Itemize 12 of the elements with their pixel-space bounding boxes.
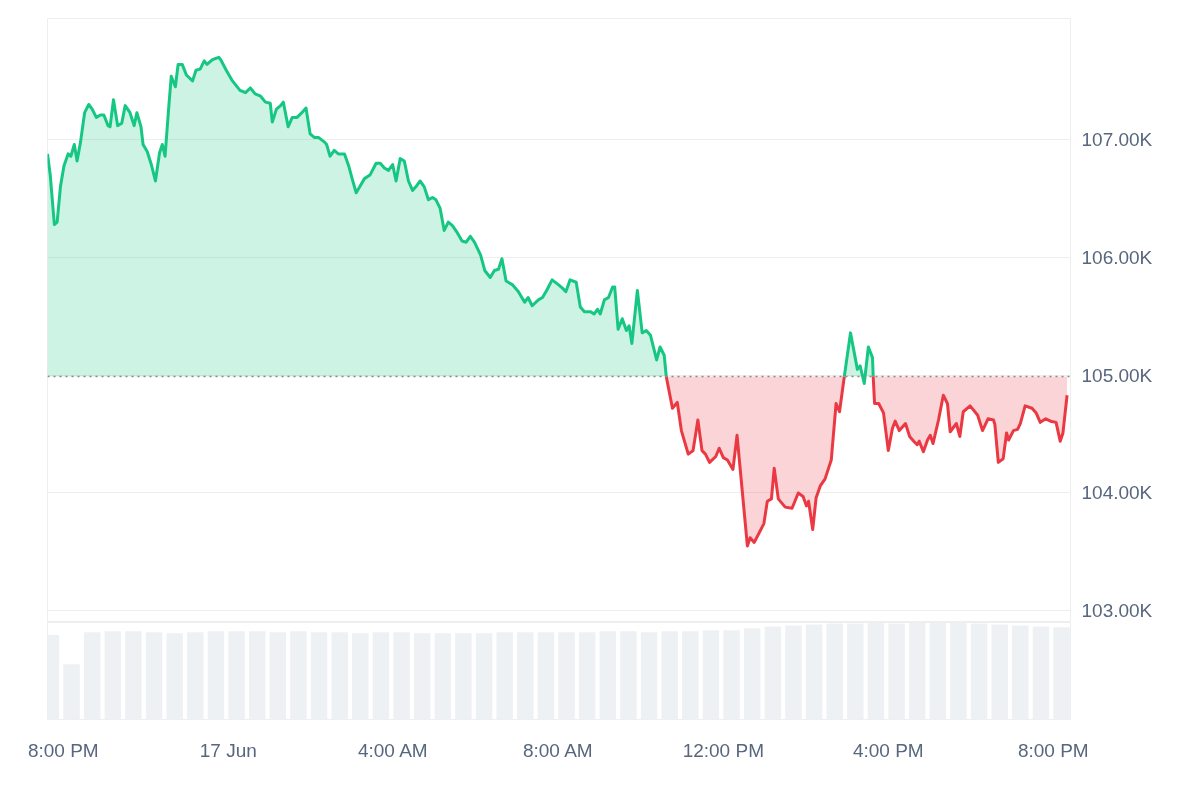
y-tick-label: 106.00K <box>1081 247 1153 269</box>
x-tick-label: 4:00 PM <box>852 739 924 761</box>
x-tick-label: 8:00 AM <box>522 739 593 761</box>
x-tick-label: 8:00 PM <box>1017 739 1089 761</box>
y-tick-label: 107.00K <box>1081 129 1153 151</box>
x-tick-label: 8:00 PM <box>27 739 99 761</box>
x-tick-label: 17 Jun <box>199 739 257 761</box>
x-tick-label: 12:00 PM <box>682 739 764 761</box>
y-tick-label: 104.00K <box>1081 482 1153 504</box>
y-tick-label: 103.00K <box>1081 600 1153 622</box>
y-tick-label: 105.00K <box>1081 364 1153 386</box>
x-tick-label: 4:00 AM <box>357 739 428 761</box>
